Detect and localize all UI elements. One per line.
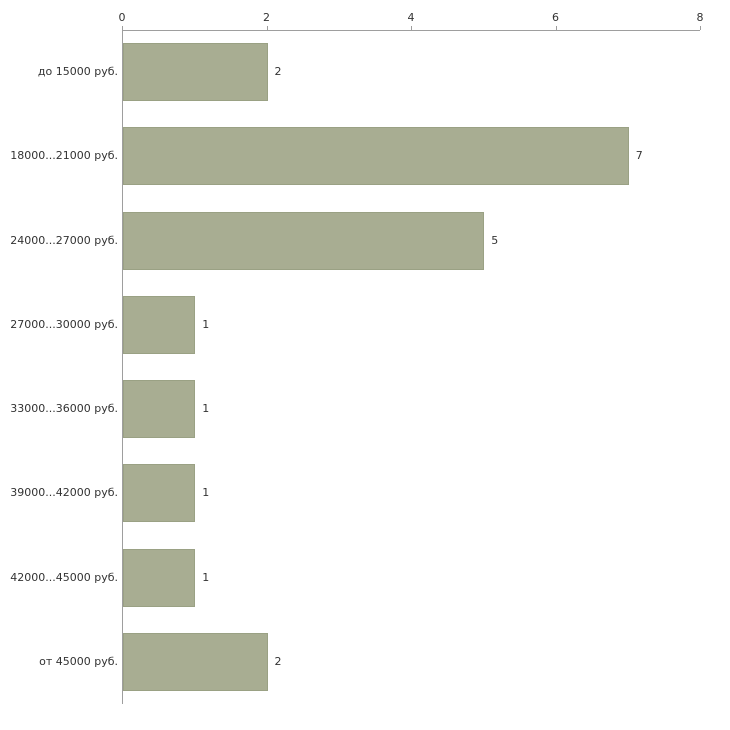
bar [123,632,268,691]
x-tick-label: 4 [407,11,415,24]
value-label: 1 [202,570,210,584]
value-label: 1 [202,402,210,416]
x-tick-label: 8 [696,11,704,24]
value-label: 1 [202,317,210,331]
x-axis-tick [700,26,701,30]
value-label: 7 [635,149,643,163]
value-label: 5 [491,233,499,247]
category-label: до 15000 руб. [37,65,118,79]
x-tick-label: 6 [552,11,559,24]
y-axis-line [122,30,123,704]
value-label: 2 [274,654,282,668]
category-label: 39000...42000 руб. [10,486,118,500]
category-label: от 45000 руб. [39,654,118,668]
x-axis-tick [266,26,268,30]
category-label: 18000...21000 руб. [10,149,118,163]
bar [123,380,196,439]
value-label: 1 [202,486,210,500]
x-axis-tick [122,26,123,30]
value-label: 2 [274,65,282,79]
bar [123,43,268,102]
category-label: 42000...45000 руб. [10,570,118,584]
category-label: 24000...27000 руб. [10,233,118,247]
bar [123,295,196,354]
x-tick-label: 0 [118,11,126,24]
x-tick-label: 2 [263,11,270,24]
x-axis-line [122,30,700,31]
bar [123,127,629,186]
bar [123,211,485,270]
bar [123,464,196,523]
bar [123,548,196,607]
x-axis-tick [555,26,557,30]
category-label: 27000...30000 руб. [10,317,118,331]
category-label: 33000...36000 руб. [10,402,118,416]
x-axis-tick [411,26,412,30]
